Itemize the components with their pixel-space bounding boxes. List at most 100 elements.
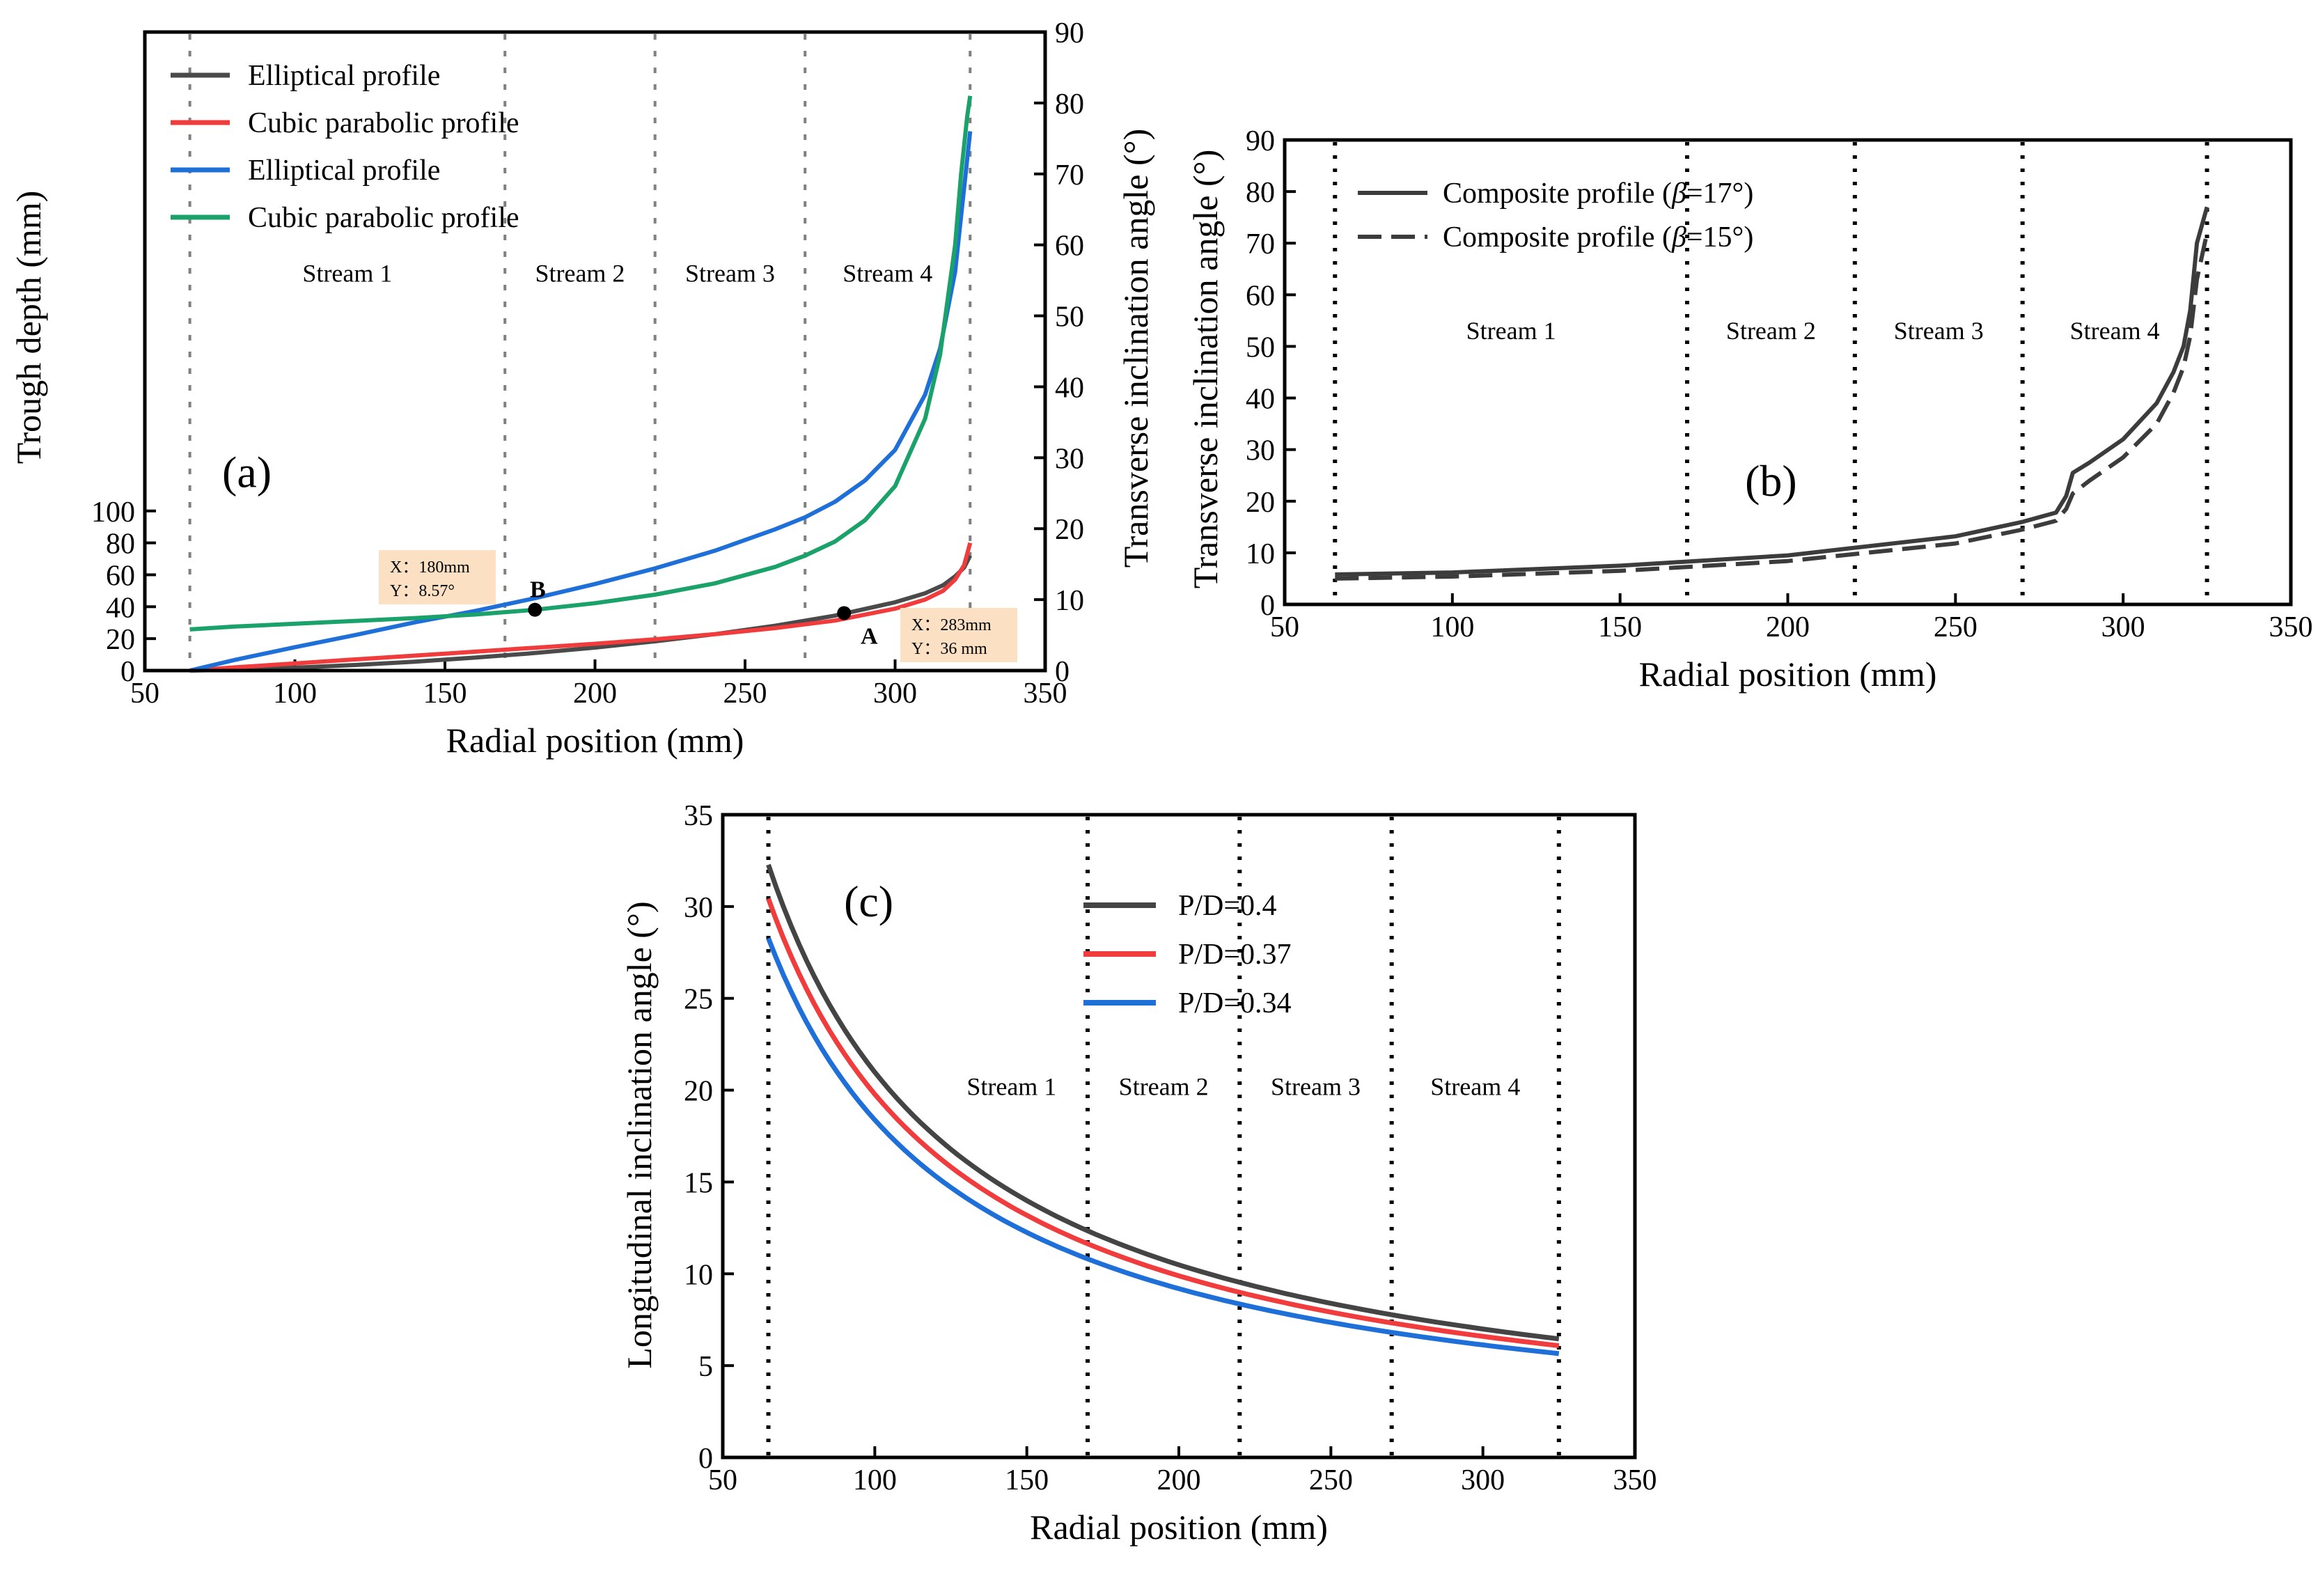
marker-point [837,606,852,620]
annotation-text: Y：8.57° [390,582,455,600]
marker-point [528,602,542,617]
y-tick-label: 25 [684,984,713,1016]
series-line-1 [766,863,1560,1342]
legend-label-symbol: β [1671,221,1686,253]
panel-label: (c) [844,877,893,926]
legend-label: Elliptical profile [248,60,440,92]
stream-label: Stream 4 [843,259,932,287]
legend-label: Composite profile (β=15°) [1443,221,1753,253]
annotation-text: X：283mm [911,616,992,634]
x-tick-label: 100 [1430,611,1474,643]
x-axis-title: Radial position (mm) [1639,655,1937,694]
stream-label: Stream 3 [1894,317,1984,345]
y2-tick-label: 20 [1055,514,1084,546]
y-tick-label: 0 [120,656,135,688]
y2-tick-label: 70 [1055,159,1084,191]
y-axis-title: Longitudinal inclination angle (°) [620,901,659,1368]
y2-tick-label: 80 [1055,88,1084,120]
y-tick-label: 50 [1246,331,1275,363]
y-tick-label: 60 [1246,280,1275,312]
y-tick-label: 40 [106,592,135,624]
series-line-3 [189,131,973,673]
y2-tick-label: 0 [1055,656,1070,688]
stream-label: Stream 1 [966,1072,1056,1100]
y-tick-label: 70 [1246,228,1275,260]
x-tick-label: 100 [853,1464,897,1496]
y-tick-label: 35 [684,800,713,832]
x-tick-label: 350 [2269,611,2313,643]
x-tick-label: 100 [273,678,317,710]
marker-label: A [861,623,878,649]
y-tick-label: 0 [698,1443,713,1475]
annotation-box [900,608,1017,662]
y2-tick-label: 90 [1055,17,1084,49]
y-tick-label: 20 [684,1076,713,1108]
stream-label: Stream 1 [1466,317,1556,345]
y-tick-label: 20 [106,624,135,656]
legend-label-part: =15°) [1686,221,1753,253]
plot-frame [1283,138,2293,607]
y-axis-title: Trough depth (mm) [9,191,48,464]
x-tick-label: 150 [1598,611,1642,643]
series-line-2 [1335,232,2209,581]
x-tick-label: 200 [1766,611,1810,643]
series-line-3 [766,937,1560,1356]
y-tick-label: 5 [698,1351,713,1383]
annotation-text: Y：36 mm [911,640,987,658]
y-tick-label: 30 [1246,435,1275,467]
stream-label: Stream 2 [535,259,625,287]
y2-tick-label: 10 [1055,585,1084,617]
y-axis-title: Transverse inclination angle (°) [1186,150,1225,589]
y2-tick-label: 30 [1055,443,1084,475]
x-tick-label: 250 [1309,1464,1353,1496]
legend-label: P/D=0.34 [1178,987,1292,1019]
stream-label: Stream 3 [1271,1072,1361,1100]
x-tick-label: 200 [1157,1464,1201,1496]
x-tick-label: 250 [1934,611,1978,643]
stream-label: Stream 4 [1430,1072,1520,1100]
series-line-4 [189,95,973,632]
annotation-text: X：180mm [390,558,470,577]
plot-frame [721,813,1637,1460]
y-tick-label: 40 [1246,384,1275,416]
series-line-1 [1335,206,2209,577]
x-tick-label: 50 [130,678,159,710]
y2-tick-label: 60 [1055,230,1084,263]
x-tick-label: 350 [1024,678,1067,710]
series-line-2 [189,542,973,673]
series-line-2 [766,898,1560,1348]
x-tick-label: 350 [1613,1464,1657,1496]
x-tick-label: 50 [708,1464,737,1496]
x-tick-label: 300 [873,678,917,710]
stream-label: Stream 4 [2070,317,2160,345]
legend-label-symbol: β [1671,178,1686,210]
legend-label-part: =17°) [1686,178,1753,210]
marker-label: B [530,577,546,603]
legend-label: Composite profile (β=17°) [1443,178,1753,210]
panel-b: 0 10 20 30 40 50 60 70 80 90 Transverse inclinatio… [1186,125,2313,694]
y2-tick-label: 40 [1055,372,1084,404]
legend-label: Elliptical profile [248,155,440,187]
stream-label: Stream 2 [1726,317,1816,345]
stream-label: Stream 3 [685,259,775,287]
y-tick-label: 30 [684,892,713,924]
y-tick-label: 60 [106,560,135,592]
y2-axis-title: Transverse inclination angle (°) [1116,129,1155,568]
x-tick-label: 50 [1270,611,1299,643]
x-axis-title: Radial position (mm) [446,721,744,760]
y-tick-label: 15 [684,1167,713,1199]
y-tick-label: 0 [1260,590,1275,622]
x-axis-title: Radial position (mm) [1030,1508,1328,1547]
annotation-box [379,550,496,604]
stream-label: Stream 1 [302,259,392,287]
y-tick-label: 10 [1246,538,1275,570]
stream-label: Stream 2 [1119,1072,1209,1100]
y-tick-label: 90 [1246,125,1275,157]
y2-tick-label: 50 [1055,302,1084,334]
series-line-1 [189,554,972,673]
legend-label-part: Composite profile ( [1443,221,1672,253]
panel-label: (a) [222,448,272,497]
legend-label: P/D=0.4 [1178,890,1277,922]
y-tick-label: 80 [1246,177,1275,209]
x-tick-label: 300 [2101,611,2145,643]
